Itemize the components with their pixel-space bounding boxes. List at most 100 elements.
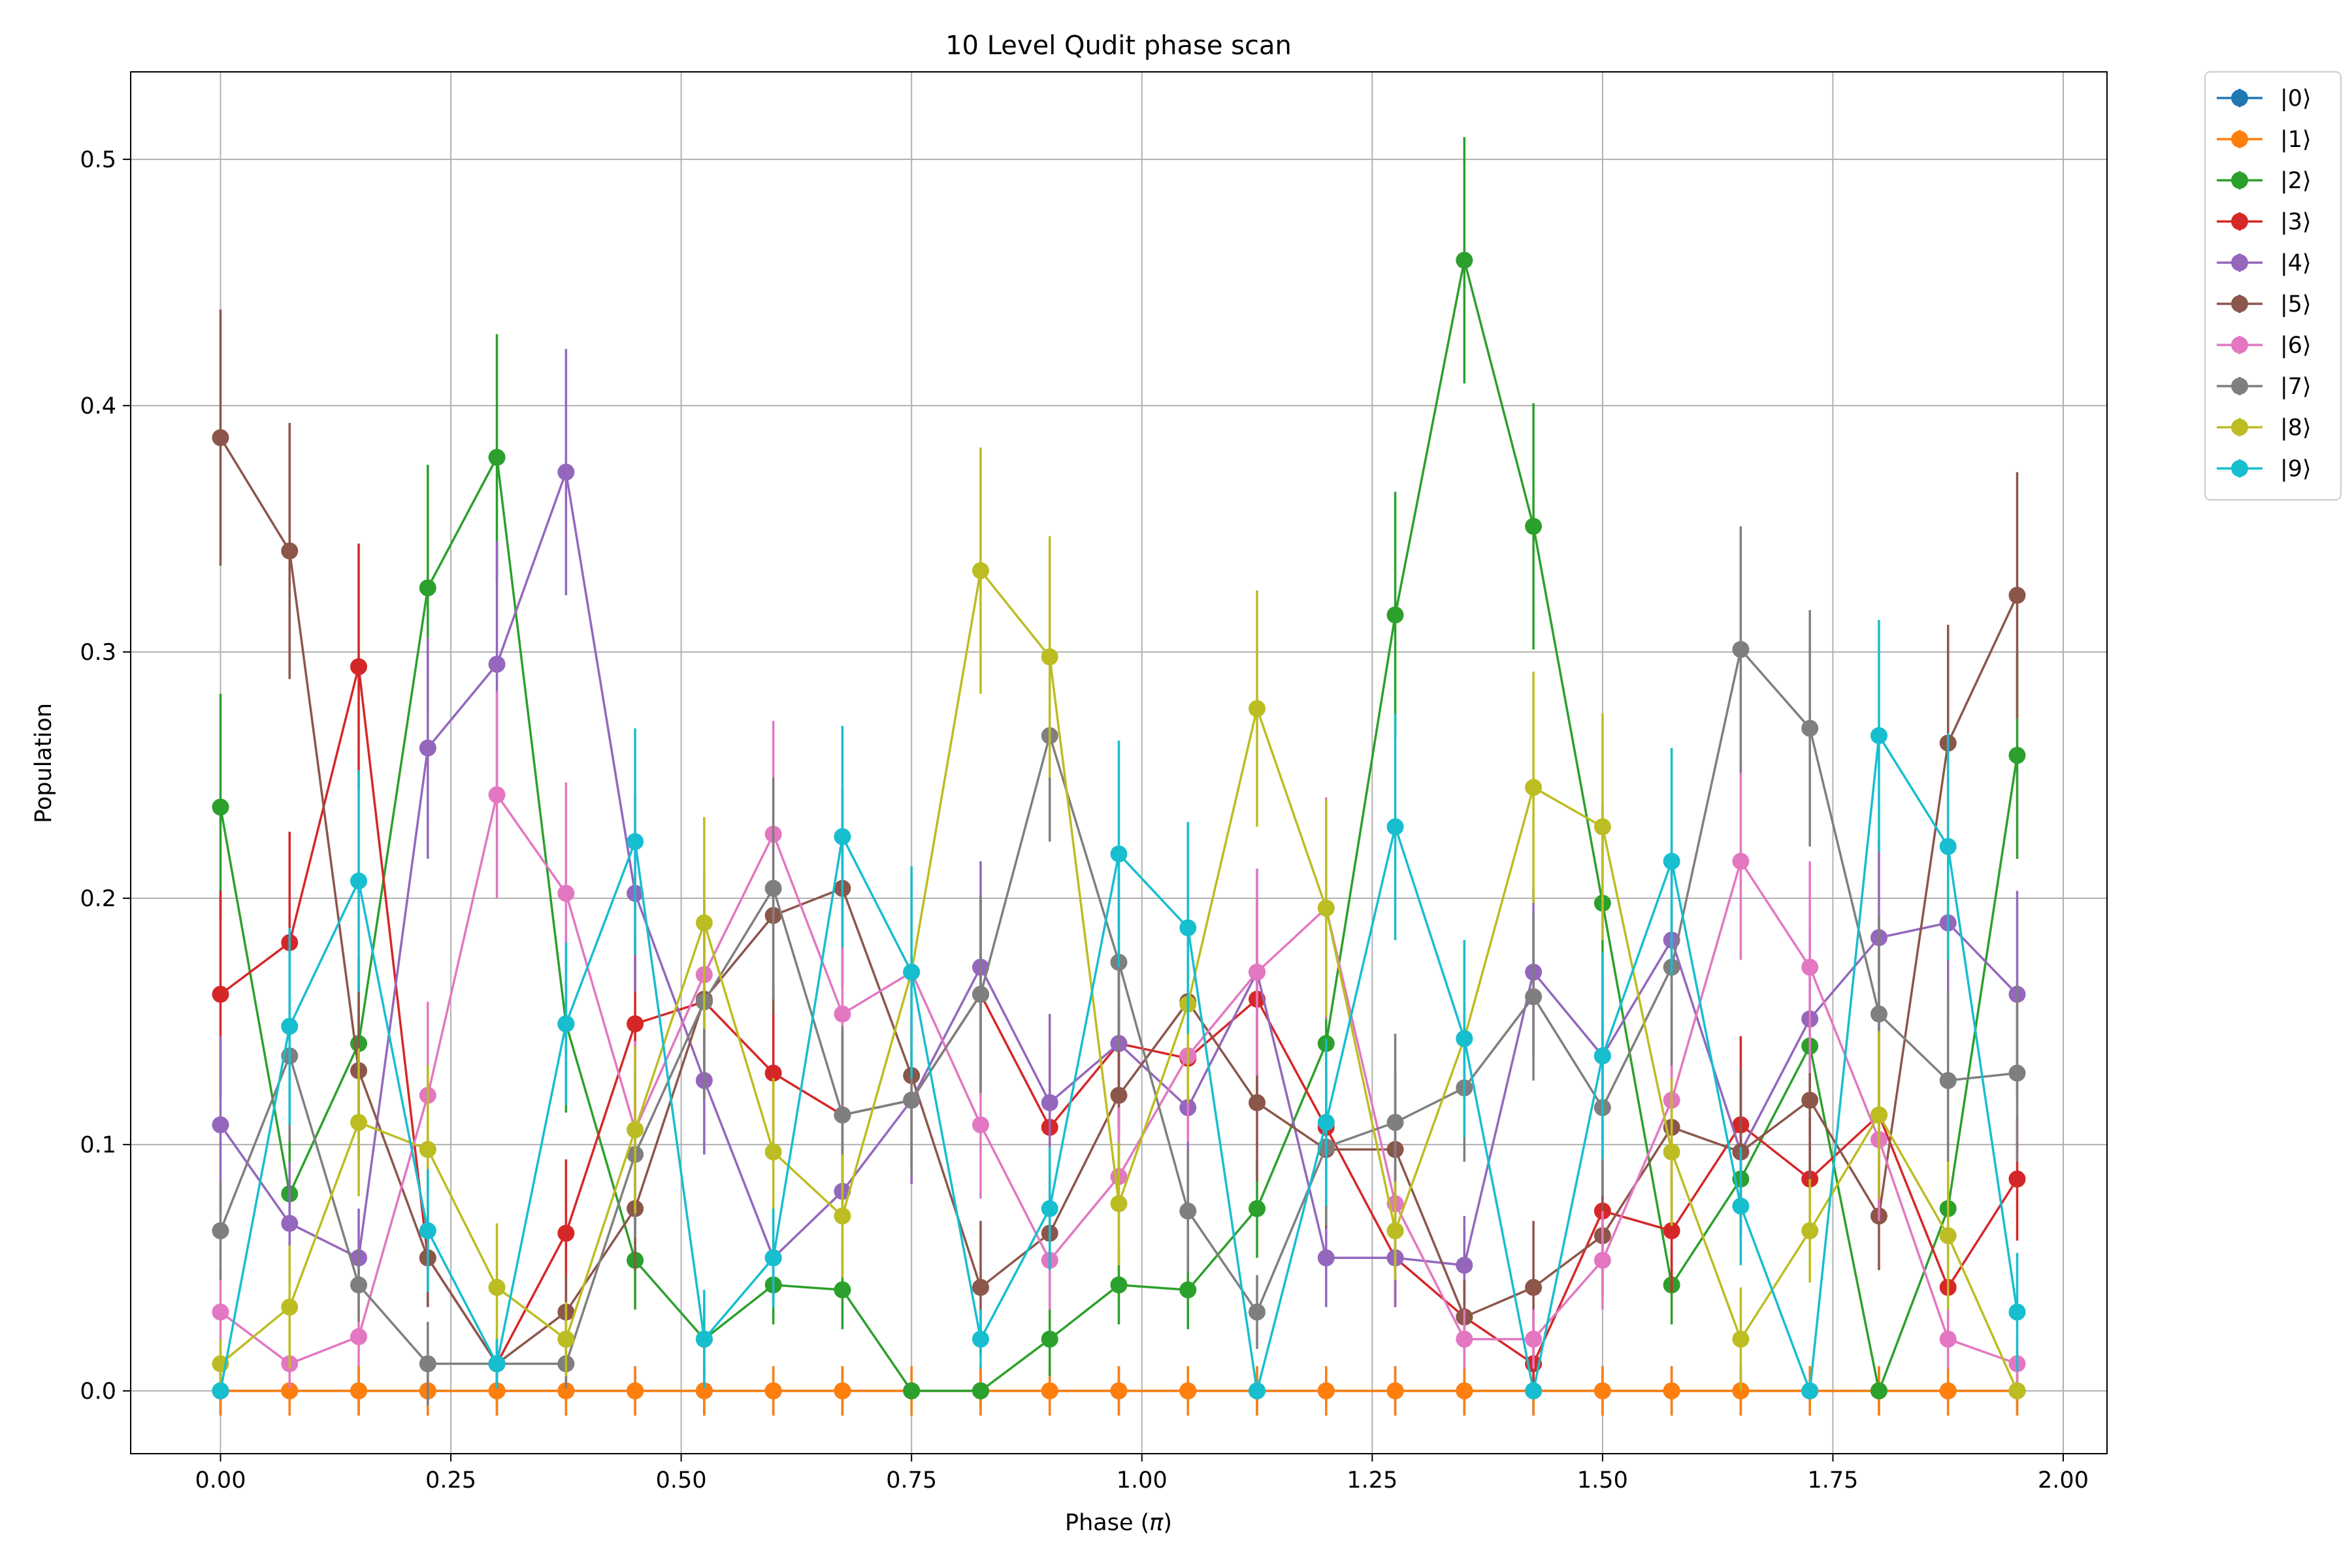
- plot-series: [212, 137, 2026, 1416]
- legend-label: |9⟩: [2280, 456, 2311, 482]
- data-point: [488, 449, 506, 466]
- data-point: [212, 985, 229, 1003]
- data-point: [1110, 845, 1128, 862]
- data-point: [1456, 1256, 1473, 1274]
- data-point: [557, 1015, 575, 1033]
- data-point: [2008, 747, 2026, 764]
- data-point: [1317, 1249, 1335, 1267]
- y-tick-label: 0.2: [80, 886, 116, 912]
- legend-items: |0⟩ |1⟩ |2⟩ |3⟩ |4⟩ |5⟩ |6⟩ |7⟩ |8⟩ |9⟩: [2217, 86, 2311, 482]
- data-point: [627, 1382, 644, 1399]
- series-8: [212, 447, 2026, 1399]
- data-point: [212, 429, 229, 446]
- data-point: [1525, 1382, 1543, 1399]
- x-tick-label: 0.25: [425, 1467, 476, 1494]
- data-point: [488, 1279, 506, 1296]
- data-point: [350, 1328, 368, 1345]
- data-point: [695, 1382, 713, 1399]
- data-point: [764, 1064, 782, 1082]
- data-point: [903, 963, 921, 981]
- data-point: [1179, 1281, 1197, 1299]
- data-point: [557, 1382, 575, 1399]
- data-point: [350, 1382, 368, 1399]
- data-point: [1732, 1198, 1750, 1215]
- data-point: [1041, 1382, 1058, 1399]
- data-point: [281, 542, 299, 560]
- data-point: [1732, 641, 1750, 659]
- y-tick-label: 0.1: [80, 1132, 116, 1158]
- data-point: [1732, 1330, 1750, 1348]
- data-point: [212, 1303, 229, 1321]
- data-point: [557, 1224, 575, 1242]
- data-point: [557, 463, 575, 481]
- x-tick-label: 0.00: [195, 1467, 246, 1494]
- data-point: [1249, 1094, 1266, 1111]
- series-9: [212, 619, 2026, 1399]
- legend-item: |6⟩: [2217, 333, 2311, 359]
- data-point: [834, 828, 851, 845]
- y-axis-ticks: 0.0 0.1 0.2 0.3 0.4 0.5: [80, 147, 131, 1405]
- legend-item: |1⟩: [2217, 127, 2311, 153]
- legend-marker: [2231, 378, 2248, 395]
- data-point: [1249, 1200, 1266, 1217]
- x-tick-label: 1.75: [1807, 1467, 1858, 1494]
- data-point: [1663, 853, 1680, 870]
- data-point: [1801, 1091, 1819, 1109]
- data-point: [1593, 1047, 1611, 1065]
- data-point: [1870, 1382, 1887, 1399]
- data-point: [2008, 1382, 2026, 1399]
- legend-marker: [2231, 336, 2248, 353]
- data-point: [1386, 1222, 1404, 1239]
- legend-item: |4⟩: [2217, 250, 2311, 276]
- data-point: [1732, 853, 1750, 870]
- plot-frame: [130, 71, 2108, 1454]
- data-point: [1801, 719, 1819, 737]
- data-point: [419, 739, 436, 757]
- x-tick-label: 0.50: [656, 1467, 707, 1494]
- data-point: [281, 1382, 299, 1399]
- data-point: [2008, 1170, 2026, 1188]
- data-point: [1593, 818, 1611, 836]
- legend-marker: [2231, 460, 2248, 477]
- data-point: [350, 658, 368, 676]
- data-point: [1386, 1382, 1404, 1399]
- data-point: [834, 1005, 851, 1023]
- legend-label: |0⟩: [2280, 86, 2311, 112]
- data-point: [1525, 1330, 1543, 1348]
- data-point: [627, 1015, 644, 1033]
- data-point: [350, 872, 368, 890]
- data-point: [972, 1116, 989, 1134]
- legend-item: |3⟩: [2217, 209, 2311, 235]
- legend-item: |7⟩: [2217, 374, 2311, 400]
- data-point: [2008, 1064, 2026, 1082]
- data-point: [903, 1091, 921, 1109]
- data-point: [1386, 606, 1404, 624]
- data-point: [281, 1215, 299, 1232]
- data-point: [1939, 838, 1957, 855]
- data-point: [1041, 1094, 1058, 1111]
- y-axis-label: Population: [31, 703, 57, 823]
- data-point: [972, 1330, 989, 1348]
- data-point: [1317, 899, 1335, 917]
- data-point: [419, 1222, 436, 1239]
- data-point: [1179, 1382, 1197, 1399]
- data-point: [1249, 1303, 1266, 1321]
- data-point: [557, 885, 575, 902]
- data-point: [1317, 1113, 1335, 1131]
- legend-marker: [2231, 172, 2248, 189]
- legend-marker: [2231, 90, 2248, 106]
- data-point: [1663, 1143, 1680, 1161]
- data-point: [903, 1382, 921, 1399]
- data-point: [1110, 1276, 1128, 1294]
- data-point: [488, 786, 506, 804]
- legend-marker: [2231, 254, 2248, 271]
- data-point: [488, 655, 506, 673]
- data-point: [834, 1281, 851, 1299]
- data-point: [2008, 1303, 2026, 1321]
- legend-label: |4⟩: [2280, 250, 2311, 276]
- data-point: [764, 1143, 782, 1161]
- legend-item: |5⟩: [2217, 291, 2311, 318]
- legend-marker: [2231, 131, 2248, 148]
- data-point: [488, 1355, 506, 1373]
